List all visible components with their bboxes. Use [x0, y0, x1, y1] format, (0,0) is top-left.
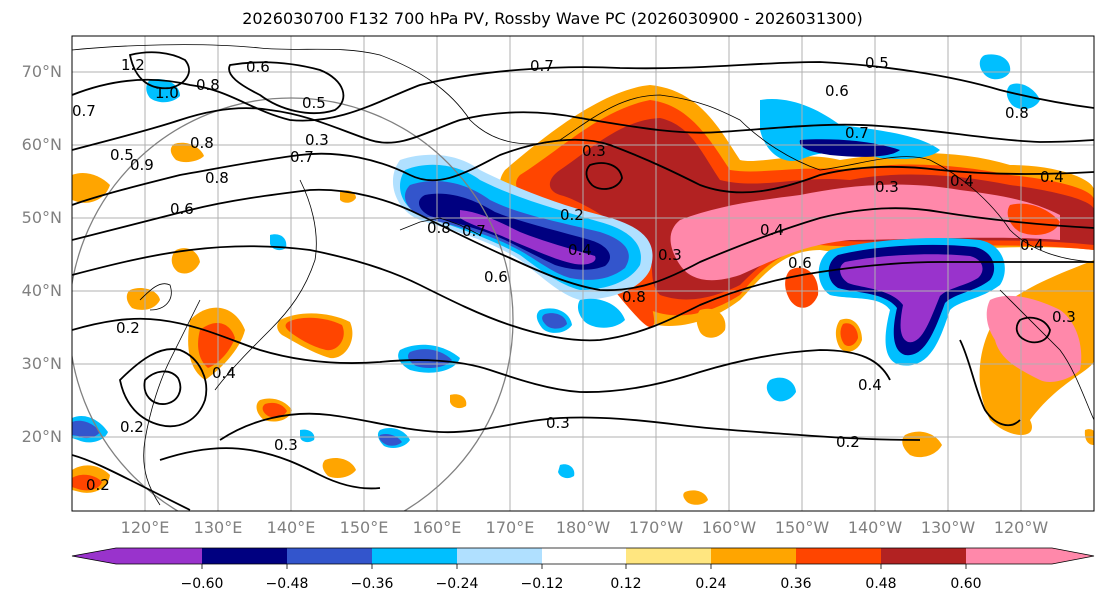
colorbar-swatch — [202, 548, 287, 564]
contour-label: 0.3 — [1052, 308, 1076, 326]
colorbar-swatch — [626, 548, 711, 564]
lon-label: 150°E — [339, 518, 389, 537]
lon-label: 150°W — [774, 518, 830, 537]
contour-label: 0.6 — [170, 200, 194, 218]
lon-label: 180°W — [555, 518, 611, 537]
lat-label: 60°N — [21, 135, 62, 154]
contour-label: 0.7 — [845, 124, 869, 142]
colorbar — [71, 547, 1095, 569]
contour-label: 0.4 — [1040, 168, 1064, 186]
lon-label: 130°W — [920, 518, 976, 537]
pv-anomaly-fills — [72, 54, 1094, 505]
lon-label: 140°E — [266, 518, 316, 537]
graticule — [72, 36, 1094, 511]
contour-label: 0.2 — [560, 206, 584, 224]
contour-label: 0.2 — [116, 319, 140, 337]
contour-label: 0.5 — [110, 146, 134, 164]
contour-label: 0.8 — [205, 169, 229, 187]
lat-label: 40°N — [21, 281, 62, 300]
contour-label: 0.4 — [568, 241, 592, 259]
contour-label: 0.3 — [305, 131, 329, 149]
lat-label: 30°N — [21, 354, 62, 373]
colorbar-swatch — [881, 548, 966, 564]
contour-label: 1.2 — [121, 56, 145, 74]
plot-frame — [71, 35, 1095, 512]
contour-label: 0.4 — [950, 172, 974, 190]
reference-circle — [72, 97, 514, 511]
colorbar-extend-high — [1052, 548, 1094, 564]
lon-label: 170°E — [485, 518, 535, 537]
contour-label: 0.7 — [290, 148, 314, 166]
colorbar-swatch — [116, 548, 202, 564]
colorbar-swatch — [711, 548, 796, 564]
contour-label: 0.3 — [274, 436, 298, 454]
contour-label: 0.8 — [196, 76, 220, 94]
contour-label: 0.5 — [302, 94, 326, 112]
contour-label: 0.6 — [484, 268, 508, 286]
colorbar-swatch — [542, 548, 626, 564]
contour-label: 0.2 — [86, 476, 110, 494]
colorbar-tick-label: 0.48 — [865, 576, 897, 592]
colorbar-swatch — [457, 548, 542, 564]
contour-label: 0.3 — [582, 142, 606, 160]
contour-label: 0.3 — [875, 178, 899, 196]
contour-label: 0.9 — [130, 156, 154, 174]
contour-label: 0.7 — [530, 57, 554, 75]
colorbar-tick-label: 0.12 — [610, 576, 642, 592]
contour-label: 0.3 — [658, 246, 682, 264]
colorbar-swatch — [966, 548, 1052, 564]
colorbar-extend-low — [72, 548, 116, 564]
lon-label: 160°W — [701, 518, 757, 537]
colorbar-tick-label: −0.60 — [180, 576, 224, 592]
lon-label: 120°E — [120, 518, 170, 537]
colorbar-swatch — [796, 548, 881, 564]
colorbar-tick-label: 0.36 — [780, 576, 812, 592]
lat-label: 20°N — [21, 427, 62, 446]
contour-labels: 1.2 1.0 0.8 0.6 0.5 0.7 0.7 0.5 0.6 0.9 … — [72, 54, 1076, 494]
contour-label: 0.6 — [246, 58, 270, 76]
contour-label: 0.8 — [622, 288, 646, 306]
contour-label: 0.4 — [858, 376, 882, 394]
contour-label: 1.0 — [155, 84, 179, 102]
lon-label: 160°E — [412, 518, 462, 537]
colorbar-tick-label: −0.24 — [435, 576, 479, 592]
lon-label: 140°W — [847, 518, 903, 537]
contour-label: 0.3 — [546, 414, 570, 432]
pv-contours — [72, 51, 1094, 511]
contour-label: 0.7 — [72, 102, 96, 120]
contour-label: 0.2 — [836, 433, 860, 451]
contour-label: 0.4 — [1020, 236, 1044, 254]
contour-label: 0.6 — [825, 82, 849, 100]
contour-label: 0.2 — [120, 418, 144, 436]
lat-label: 50°N — [21, 208, 62, 227]
lon-label: 170°W — [628, 518, 684, 537]
colorbar-tick-label: 0.24 — [695, 576, 727, 592]
contour-label: 0.7 — [462, 222, 486, 240]
lon-label: 120°W — [993, 518, 1049, 537]
contour-label: 0.8 — [1005, 104, 1029, 122]
map-title: 2026030700 F132 700 hPa PV, Rossby Wave … — [242, 9, 863, 28]
colorbar-tick-label: −0.36 — [350, 576, 394, 592]
contour-label: 0.8 — [427, 219, 451, 237]
lat-label: 70°N — [21, 62, 62, 81]
contour-label: 0.4 — [760, 221, 784, 239]
colorbar-swatch — [287, 548, 372, 564]
colorbar-tick-label: 0.60 — [950, 576, 982, 592]
lon-label: 130°E — [193, 518, 243, 537]
contour-label: 0.4 — [212, 364, 236, 382]
colorbar-swatch — [372, 548, 457, 564]
colorbar-tick-label: −0.48 — [265, 576, 309, 592]
contour-label: 0.6 — [788, 254, 812, 272]
colorbar-tick-label: −0.12 — [520, 576, 564, 592]
contour-label: 0.5 — [865, 54, 889, 72]
contour-label: 0.8 — [190, 134, 214, 152]
